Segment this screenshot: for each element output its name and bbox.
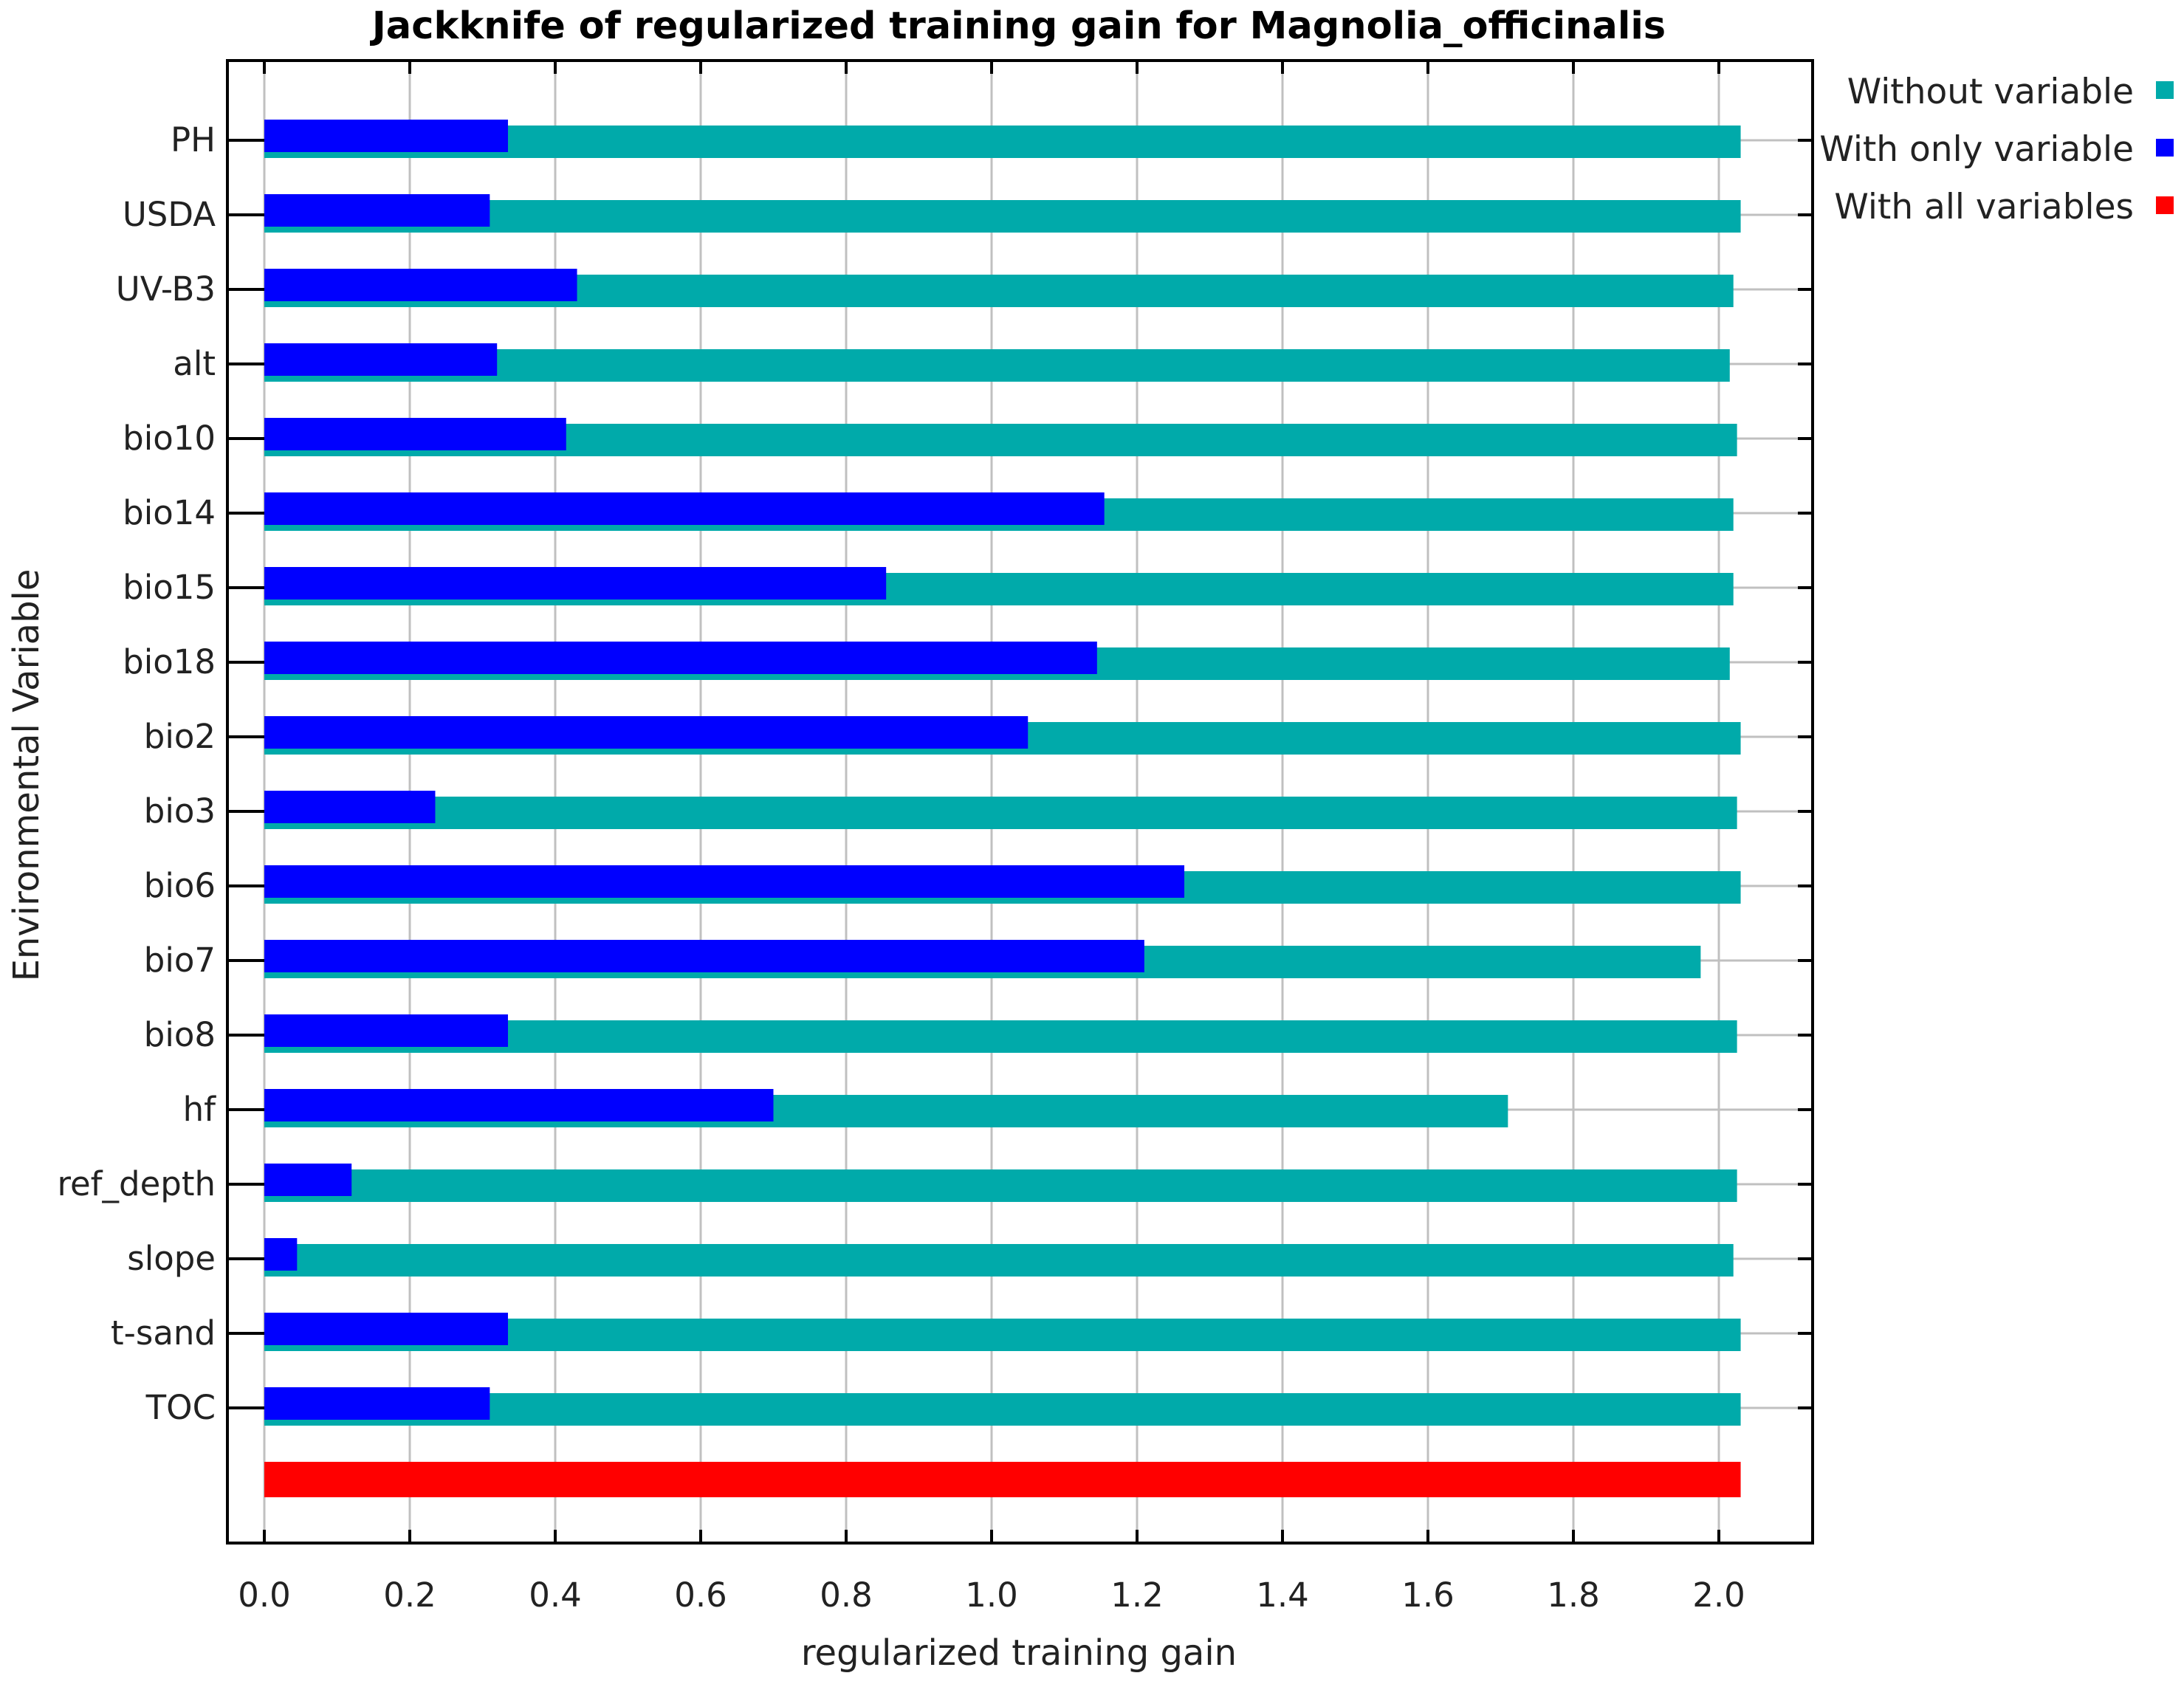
bar-without-variable	[264, 1169, 1737, 1202]
bar-without-variable	[264, 200, 1741, 233]
legend-swatch	[2156, 139, 2174, 157]
legend-swatch	[2156, 81, 2174, 99]
y-tick-label: bio18	[123, 642, 216, 681]
bar-without-variable	[264, 1393, 1741, 1426]
y-tick-label: bio8	[144, 1015, 216, 1054]
bar-with-only-variable	[264, 791, 436, 823]
axis-ticks	[227, 61, 1813, 1543]
y-tick-label: UV-B3	[116, 269, 216, 309]
y-axis-label: Environmental Variable	[6, 569, 47, 982]
bar-with-only-variable	[264, 567, 887, 599]
y-tick-label: slope	[127, 1239, 216, 1278]
legend-label: Without variable	[1847, 72, 2134, 112]
bar-without-variable	[264, 797, 1737, 829]
x-tick-label: 0.4	[529, 1576, 582, 1615]
bar-with-only-variable	[264, 865, 1185, 898]
y-tick-label: bio14	[123, 493, 216, 532]
legend-label: With all variables	[1834, 187, 2134, 227]
x-tick-label: 1.6	[1401, 1576, 1455, 1615]
y-tick-label: TOC	[145, 1388, 216, 1427]
y-tick-label: bio10	[123, 419, 216, 458]
bar-without-variable	[264, 1319, 1741, 1351]
bar-with-only-variable	[264, 194, 490, 227]
y-tick-label: bio2	[144, 717, 216, 756]
bar-without-variable	[264, 349, 1730, 382]
x-tick-labels: 0.0 0.2 0.4 0.6 0.8 1.0 1.2 1.4 1.6 1.8 2.0	[238, 1576, 1745, 1615]
bar-with-only-variable	[264, 1238, 298, 1271]
y-tick-label: bio15	[123, 568, 216, 607]
y-tick-label: t-sand	[111, 1313, 216, 1353]
bar-with-only-variable	[264, 940, 1144, 972]
bar-with-only-variable	[264, 418, 566, 450]
bar-with-only-variable	[264, 120, 508, 152]
x-tick-label: 1.0	[965, 1576, 1018, 1615]
y-tick-label: ref_depth	[57, 1164, 216, 1203]
x-tick-label: 2.0	[1692, 1576, 1745, 1615]
y-tick-label: alt	[173, 344, 216, 383]
y-tick-label: bio6	[144, 866, 216, 905]
bar-with-only-variable	[264, 716, 1029, 749]
y-tick-label: USDA	[123, 195, 216, 234]
bar-with-only-variable	[264, 343, 498, 376]
bars	[264, 120, 1741, 1497]
bar-with-only-variable	[264, 492, 1105, 525]
y-tick-label: bio3	[144, 791, 216, 831]
bar-without-variable	[264, 1020, 1737, 1053]
y-tick-label: bio7	[144, 941, 216, 980]
bar-without-variable	[264, 126, 1741, 158]
legend: Without variable With only variable With a…	[1819, 72, 2174, 227]
x-tick-label: 1.8	[1547, 1576, 1600, 1615]
bar-with-only-variable	[264, 1014, 508, 1047]
legend-swatch	[2156, 196, 2174, 214]
y-tick-label: PH	[171, 120, 216, 159]
bar-with-only-variable	[264, 1089, 774, 1121]
y-tick-labels: PH USDA UV-B3 alt bio10 bio14 bio15 bio18 bio2 bi…	[57, 120, 216, 1427]
x-axis-label: regularized training gain	[801, 1632, 1237, 1674]
bar-with-only-variable	[264, 642, 1097, 674]
legend-label: With only variable	[1819, 129, 2134, 170]
x-tick-label: 0.0	[238, 1576, 291, 1615]
plot-frame	[226, 59, 1814, 1545]
bar-with-only-variable	[264, 1387, 490, 1420]
bar-with-only-variable	[264, 1313, 508, 1345]
bar-with-all-variables	[264, 1462, 1741, 1497]
x-tick-label: 0.2	[383, 1576, 436, 1615]
chart-title: Jackknife of regularized training gain f…	[370, 4, 1666, 48]
x-tick-label: 1.2	[1110, 1576, 1164, 1615]
x-tick-label: 0.6	[674, 1576, 727, 1615]
bar-without-variable	[264, 1244, 1734, 1277]
bar-with-only-variable	[264, 1164, 352, 1196]
x-tick-label: 1.4	[1256, 1576, 1309, 1615]
y-tick-label: hf	[183, 1090, 217, 1129]
bar-with-only-variable	[264, 269, 577, 301]
x-tick-label: 0.8	[820, 1576, 873, 1615]
